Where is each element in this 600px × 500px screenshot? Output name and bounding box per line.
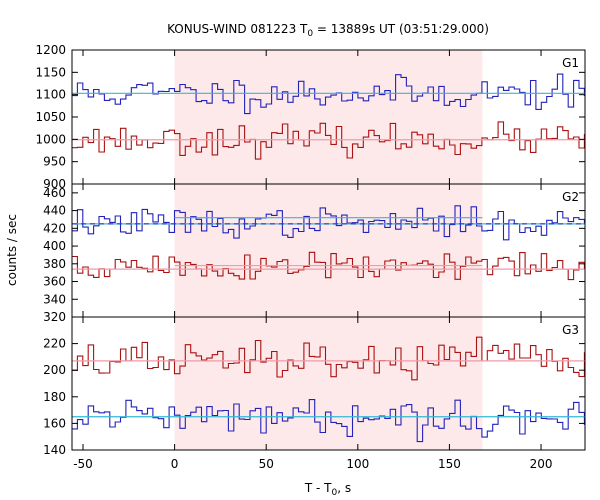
series-blue-g1: [72, 73, 585, 115]
x-tick-label: 200: [530, 457, 553, 471]
y-tick-label: 440: [43, 204, 66, 218]
y-tick-label: 340: [43, 292, 66, 306]
y-axis-label: counts / sec: [5, 214, 19, 286]
y-tick-label: 950: [43, 155, 66, 169]
x-axis-label: T - T0, s: [304, 481, 351, 498]
x-tick-label: 0: [171, 457, 179, 471]
shaded-interval: [174, 50, 483, 450]
panel-g1: 900 950 1000 1050 1100 1150 1200 G1: [35, 43, 586, 191]
chart-title: KONUS-WIND 081223 T0 = 13889s UT (03:51:…: [167, 22, 489, 39]
y-tick-label: 1100: [35, 88, 66, 102]
panel-label: G3: [562, 323, 579, 337]
y-tick-label: 1000: [35, 132, 66, 146]
y-tick-label: 380: [43, 257, 66, 271]
panel-label: G1: [562, 56, 579, 70]
y-tick-label: 1050: [35, 110, 66, 124]
panel-label: G2: [562, 190, 579, 204]
y-tick-label: 420: [43, 221, 66, 235]
y-tick-label: 140: [43, 443, 66, 457]
y-tick-label: 460: [43, 186, 66, 200]
panels-group: 90095010001050110011501200G1320340360380…: [35, 43, 586, 471]
panel-g2: 320 340 360 380 400 420 440 460 G2: [43, 183, 586, 324]
x-tick-label: -50: [73, 457, 93, 471]
x-tick-label: 50: [259, 457, 274, 471]
panel-frame: [71, 316, 586, 451]
y-tick-label: 220: [43, 337, 66, 351]
y-tick-label: 180: [43, 390, 66, 404]
y-tick-label: 200: [43, 363, 66, 377]
panel-g3: 140 160 180 200 220 G3: [43, 316, 586, 457]
y-tick-label: 900: [43, 177, 66, 191]
x-tick-label: 100: [346, 457, 369, 471]
y-tick-label: 1200: [35, 43, 66, 57]
y-tick-label: 1150: [35, 65, 66, 79]
y-tick-label: 360: [43, 275, 66, 289]
x-tick-label: 150: [438, 457, 461, 471]
y-tick-label: 320: [43, 310, 66, 324]
y-tick-label: 400: [43, 239, 66, 253]
y-tick-label: 160: [43, 416, 66, 430]
series-blue-g2: [72, 205, 585, 241]
